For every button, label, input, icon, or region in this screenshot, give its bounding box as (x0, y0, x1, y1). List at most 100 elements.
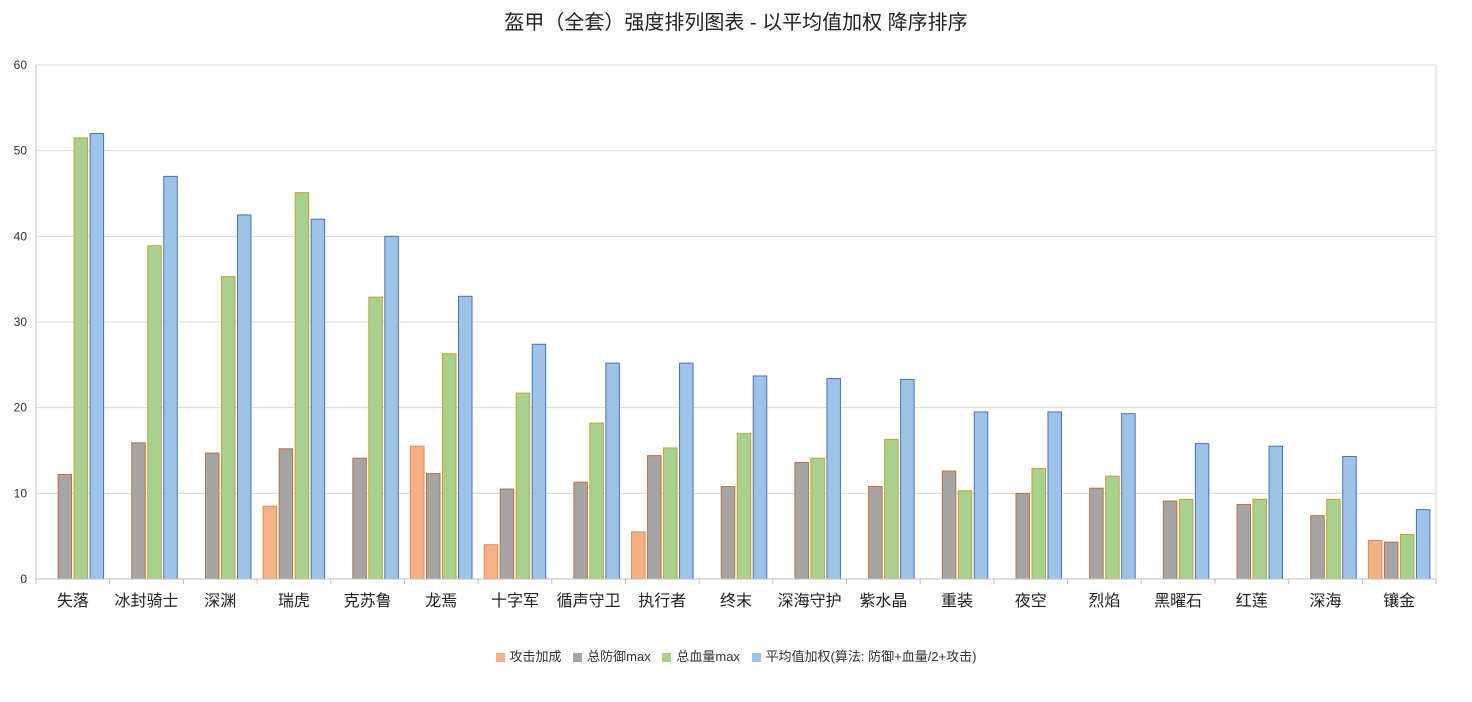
bar-health (1178, 498, 1194, 580)
chart-title: 盔甲（全套）强度排列图表 - 以平均值加权 降序排序 (504, 12, 968, 34)
bar-weighted (458, 295, 473, 580)
bar-defense (499, 488, 515, 580)
bar-attack (1367, 539, 1383, 580)
bar-weighted (1121, 413, 1136, 580)
bar-defense (1236, 503, 1252, 580)
bar-health (1105, 475, 1120, 580)
bar-health (810, 457, 825, 580)
x-tick-label: 红莲 (1236, 592, 1268, 610)
legend-item-health: 总血量max (662, 646, 740, 665)
bar-health (220, 276, 236, 580)
legend-label-health: 总血量max (676, 649, 740, 664)
x-tick-label: 瑞虎 (278, 592, 310, 610)
bar-weighted (605, 362, 620, 580)
bar-weighted (900, 378, 915, 580)
y-tick-label: 30 (14, 315, 28, 329)
x-tick-label: 龙焉 (425, 592, 457, 610)
x-tick-label: 终末 (720, 592, 752, 610)
bar-attack (262, 505, 278, 580)
legend-item-defense: 总防御max (573, 646, 651, 665)
bar-chart: 0 10 20 30 40 50 60 失落 冰封骑士 深渊 瑞虎 克苏鲁 龙焉 十字军 循声守卫 执行者 终末… (14, 58, 1437, 610)
bar-defense (1310, 515, 1325, 580)
bar-health (368, 296, 383, 580)
bar-weighted (384, 235, 399, 580)
y-tick-label: 40 (14, 229, 28, 243)
x-tick-label: 夜空 (1015, 592, 1047, 610)
bar-defense (426, 473, 441, 580)
legend-swatch-health (662, 653, 672, 662)
bar-defense (1383, 541, 1399, 580)
bar-defense (647, 455, 662, 580)
x-tick-label: 克苏鲁 (344, 592, 392, 610)
bar-defense (352, 457, 367, 580)
legend-item-attack: 攻击加成 (495, 646, 562, 665)
y-tick-label: 50 (14, 144, 28, 158)
bar-defense (573, 481, 588, 580)
legend-label-defense: 总防御max (587, 649, 651, 664)
bar-attack (410, 445, 425, 580)
x-tick-label: 十字军 (491, 592, 539, 610)
bar-health (589, 422, 604, 580)
y-tick-label: 0 (20, 572, 27, 586)
bar-defense (1089, 487, 1104, 580)
x-tick-label: 执行者 (638, 592, 686, 610)
x-tick-label: 冰封骑士 (115, 592, 179, 610)
x-tick-label: 失落 (57, 592, 89, 610)
bar-weighted (1194, 443, 1210, 580)
bar-weighted (973, 411, 989, 580)
x-tick-label: 重装 (941, 592, 973, 610)
bar-weighted (1268, 445, 1284, 580)
legend-swatch-defense (573, 653, 583, 662)
bar-defense (794, 461, 809, 580)
x-tick-label: 烈焰 (1088, 592, 1120, 610)
legend-label-attack: 攻击加成 (509, 649, 562, 664)
bar-health (1031, 467, 1046, 580)
bar-attack (631, 531, 646, 580)
bar-defense (868, 485, 883, 580)
bar-health (1326, 498, 1341, 580)
legend-item-weighted: 平均值加权(算法: 防御+血量/2+攻击) (751, 646, 977, 665)
bar-health (73, 137, 89, 580)
bar-defense (131, 442, 146, 580)
bar-weighted (89, 133, 105, 580)
bar-health (1252, 498, 1268, 580)
x-tick-label: 黑曜石 (1154, 593, 1202, 610)
bar-defense (720, 485, 736, 580)
bar-health (884, 438, 899, 580)
axes: 0 10 20 30 40 50 60 失落 冰封骑士 深渊 瑞虎 克苏鲁 龙焉 十字军 循声守卫 执行者 终末… (14, 58, 1437, 610)
legend-swatch-weighted (751, 653, 761, 662)
bar-attack (483, 544, 499, 580)
bar-defense (1015, 492, 1030, 580)
bar-weighted (531, 343, 547, 580)
bar-weighted (310, 218, 326, 580)
y-tick-label: 60 (14, 58, 28, 72)
bar-weighted (163, 175, 178, 580)
bar-health (294, 192, 310, 580)
bar-defense (57, 473, 73, 580)
bar-defense (1162, 500, 1178, 580)
x-tick-label: 紫水晶 (859, 592, 907, 610)
legend-label-weighted: 平均值加权(算法: 防御+血量/2+攻击) (765, 649, 977, 664)
bar-health (147, 245, 162, 580)
bars (57, 133, 1431, 580)
bar-weighted (679, 362, 694, 580)
bar-weighted (1047, 411, 1062, 580)
x-tick-label: 镶金 (1383, 591, 1415, 610)
x-tick-label: 深海守护 (778, 592, 842, 610)
bar-health (1399, 533, 1415, 580)
bar-defense (204, 452, 220, 580)
legend: 攻击加成 总防御max 总血量max 平均值加权(算法: 防御+血量/2+攻击) (0, 646, 1472, 665)
bar-health (663, 447, 678, 580)
bar-weighted (826, 378, 841, 580)
bar-health (957, 490, 973, 580)
legend-swatch-attack (495, 653, 505, 662)
bar-weighted (236, 214, 252, 580)
y-tick-label: 10 (14, 486, 28, 500)
x-tick-label: 深海 (1309, 592, 1341, 610)
y-tick-label: 20 (14, 401, 28, 415)
bar-weighted (752, 375, 768, 580)
bar-defense (941, 470, 957, 580)
grid-lines (35, 64, 1437, 580)
bar-weighted (1342, 455, 1357, 580)
bar-defense (278, 448, 294, 580)
